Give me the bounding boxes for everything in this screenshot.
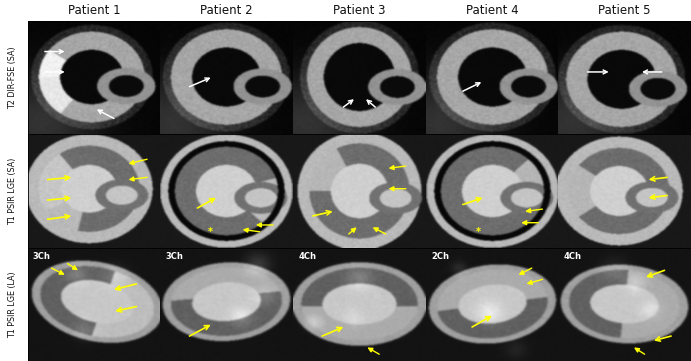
Text: Patient 5: Patient 5 <box>598 4 651 17</box>
Text: Patient 4: Patient 4 <box>466 4 518 17</box>
Text: 4Ch: 4Ch <box>299 252 316 261</box>
Text: Patient 2: Patient 2 <box>200 4 253 17</box>
Text: 3Ch: 3Ch <box>166 252 184 261</box>
Text: *: * <box>476 227 481 237</box>
Text: 2Ch: 2Ch <box>431 252 449 261</box>
Text: *: * <box>208 227 214 237</box>
Text: Patient 1: Patient 1 <box>68 4 120 17</box>
Text: 4Ch: 4Ch <box>564 252 582 261</box>
Text: T1 PSIR LGE (LA): T1 PSIR LGE (LA) <box>8 271 17 338</box>
Text: 3Ch: 3Ch <box>33 252 51 261</box>
Text: Patient 3: Patient 3 <box>333 4 386 17</box>
Text: T2 DIR-FSE (SA): T2 DIR-FSE (SA) <box>8 46 17 109</box>
Text: T1 PSIR LGE (SA): T1 PSIR LGE (SA) <box>8 157 17 225</box>
